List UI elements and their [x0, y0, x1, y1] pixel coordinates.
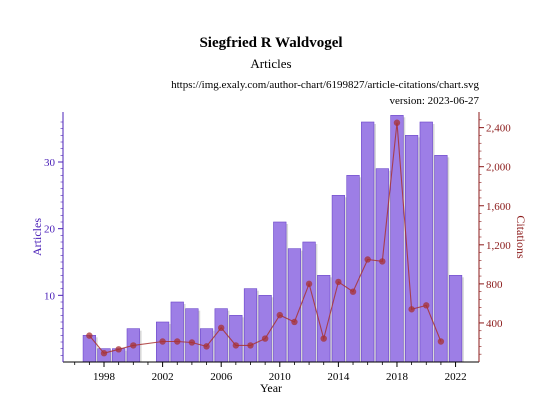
x-tick-label: 2014 — [327, 371, 350, 383]
citations-point — [100, 350, 108, 357]
source-url: https://img.exaly.com/author-chart/61998… — [171, 79, 479, 91]
citations-point — [188, 339, 196, 346]
left-tick-label: 10 — [44, 290, 56, 302]
bar — [229, 315, 243, 363]
citations-line — [88, 122, 442, 354]
bar — [258, 295, 272, 363]
bar — [419, 121, 433, 363]
chart-subtitle: Articles — [250, 56, 291, 71]
citations-point — [393, 119, 401, 126]
bar — [331, 195, 345, 363]
bar — [390, 115, 404, 363]
x-tick-label: 2006 — [210, 371, 233, 383]
citations-point — [291, 318, 298, 326]
citations-point — [159, 338, 166, 345]
x-tick-label: 1998 — [93, 371, 116, 383]
citations-point — [423, 302, 430, 309]
citations-point — [320, 335, 327, 342]
bar — [361, 121, 375, 363]
left-tick-label: 30 — [44, 157, 56, 169]
citations-point — [408, 306, 415, 313]
citations-point — [232, 342, 240, 349]
right-tick-label: 1,200 — [486, 240, 511, 252]
citations-line-group — [86, 119, 445, 357]
x-tick-label: 2010 — [269, 371, 292, 383]
citations-point — [305, 280, 313, 288]
citations-point — [379, 258, 386, 265]
bar — [170, 301, 184, 363]
x-ticks-group: 1998 2002 2006 2010 2014 2018 2022 — [74, 362, 467, 383]
right-ticks-group: 400 800 1,200 1,600 2,000 2,400 — [479, 119, 511, 355]
citations-point — [261, 335, 269, 342]
bar — [82, 335, 96, 363]
right-axis-label: Citations — [514, 215, 528, 259]
citations-point — [115, 346, 122, 353]
bar — [448, 275, 463, 363]
citations-point — [130, 342, 137, 349]
bar — [287, 248, 302, 363]
chart-title: Siegfried R Waldvogel — [199, 35, 342, 51]
bar — [185, 308, 199, 363]
right-tick-label: 2,400 — [486, 123, 511, 135]
bar — [243, 288, 258, 363]
right-tick-label: 2,000 — [486, 162, 511, 174]
bar — [375, 168, 389, 363]
citations-point — [437, 338, 445, 345]
bar — [273, 221, 287, 363]
version-label: version: 2023-06-27 — [389, 95, 479, 107]
citations-point — [349, 288, 357, 295]
citations-point — [247, 342, 254, 349]
bar — [346, 175, 360, 363]
citations-point — [174, 338, 181, 345]
left-axis-label: Articles — [30, 218, 44, 256]
x-axis-label: Year — [260, 381, 282, 395]
right-tick-label: 800 — [486, 279, 503, 291]
left-ticks-group: 10 20 30 — [44, 121, 63, 356]
x-tick-label: 2002 — [152, 371, 174, 383]
citations-point — [217, 324, 225, 332]
citations-point — [364, 256, 371, 263]
left-tick-label: 20 — [44, 224, 56, 236]
right-tick-label: 400 — [486, 318, 503, 330]
bar — [317, 275, 331, 363]
right-tick-label: 1,600 — [486, 201, 511, 213]
bar — [214, 308, 228, 363]
citations-point — [335, 278, 342, 286]
citations-point — [203, 343, 210, 350]
citations-point — [86, 332, 93, 339]
x-tick-label: 2018 — [386, 371, 409, 383]
bars-group — [82, 115, 464, 363]
x-tick-label: 2022 — [445, 371, 467, 383]
citations-point — [276, 311, 283, 319]
